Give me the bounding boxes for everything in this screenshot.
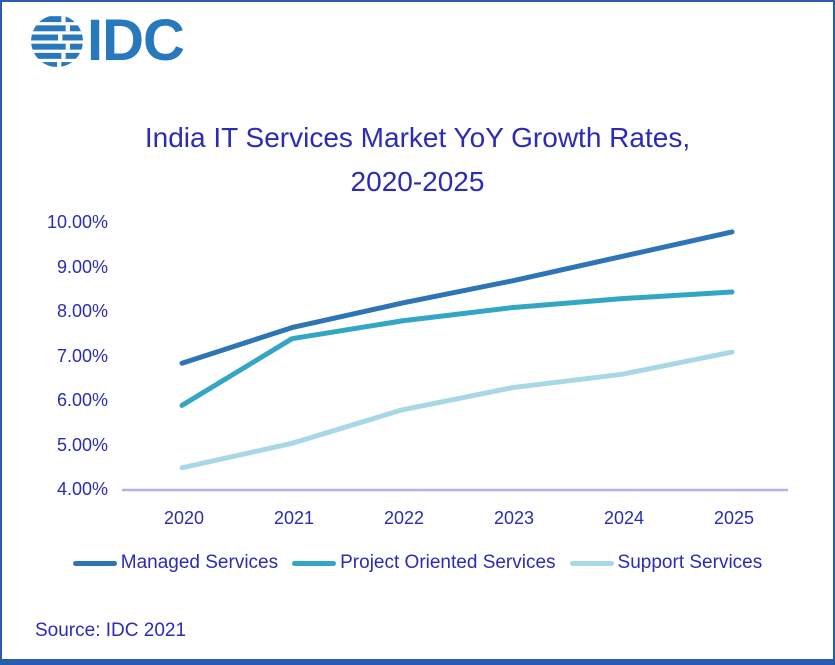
y-axis-tick-label: 7.00% [56, 345, 108, 366]
x-axis-tick-label: 2020 [163, 508, 205, 528]
y-axis-tick-label: 6.00% [56, 390, 108, 410]
series-line-project-oriented-services [179, 289, 735, 408]
y-axis-tick-label: 10.00% [46, 212, 108, 232]
idc-logo-text: IDC [87, 8, 185, 73]
legend-swatch-project-oriented-services [292, 560, 337, 566]
x-axis-tick-label: 2022 [383, 508, 425, 528]
series-line-support-services [179, 349, 735, 471]
y-axis-tick-label: 8.00% [56, 301, 108, 321]
source-note: Source: IDC 2021 [35, 620, 187, 641]
x-axis-tick-label: 2024 [603, 508, 645, 528]
legend-label: Support Services [617, 552, 763, 573]
chart-legend: Managed Services Project Oriented Service… [2, 552, 833, 574]
y-axis-tick-label: 4.00% [56, 479, 108, 499]
legend-swatch-managed-services [72, 560, 117, 566]
legend-label: Managed Services [120, 552, 279, 573]
chart-title-line2: 2020-2025 [350, 166, 485, 197]
x-axis-tick-label: 2023 [493, 508, 535, 528]
x-axis-tick-label: 2021 [273, 508, 315, 528]
x-axis-tick-label: 2025 [713, 508, 755, 528]
legend-item-managed-services: Managed Services [72, 552, 279, 574]
idc-logo: IDC [30, 8, 185, 73]
y-axis-tick-label: 5.00% [56, 434, 108, 455]
legend-swatch-support-services [569, 560, 614, 566]
legend-label: Project Oriented Services [340, 552, 556, 573]
y-axis-tick-label: 9.00% [56, 256, 108, 277]
legend-item-project-oriented-services: Project Oriented Services [292, 552, 556, 574]
idc-globe-icon [31, 16, 83, 67]
legend-item-support-services: Support Services [569, 552, 763, 574]
series-line-managed-services [179, 229, 735, 366]
chart-title-line1: India IT Services Market YoY Growth Rate… [144, 122, 691, 153]
chart-title: India IT Services Market YoY Growth Rate… [2, 116, 833, 204]
